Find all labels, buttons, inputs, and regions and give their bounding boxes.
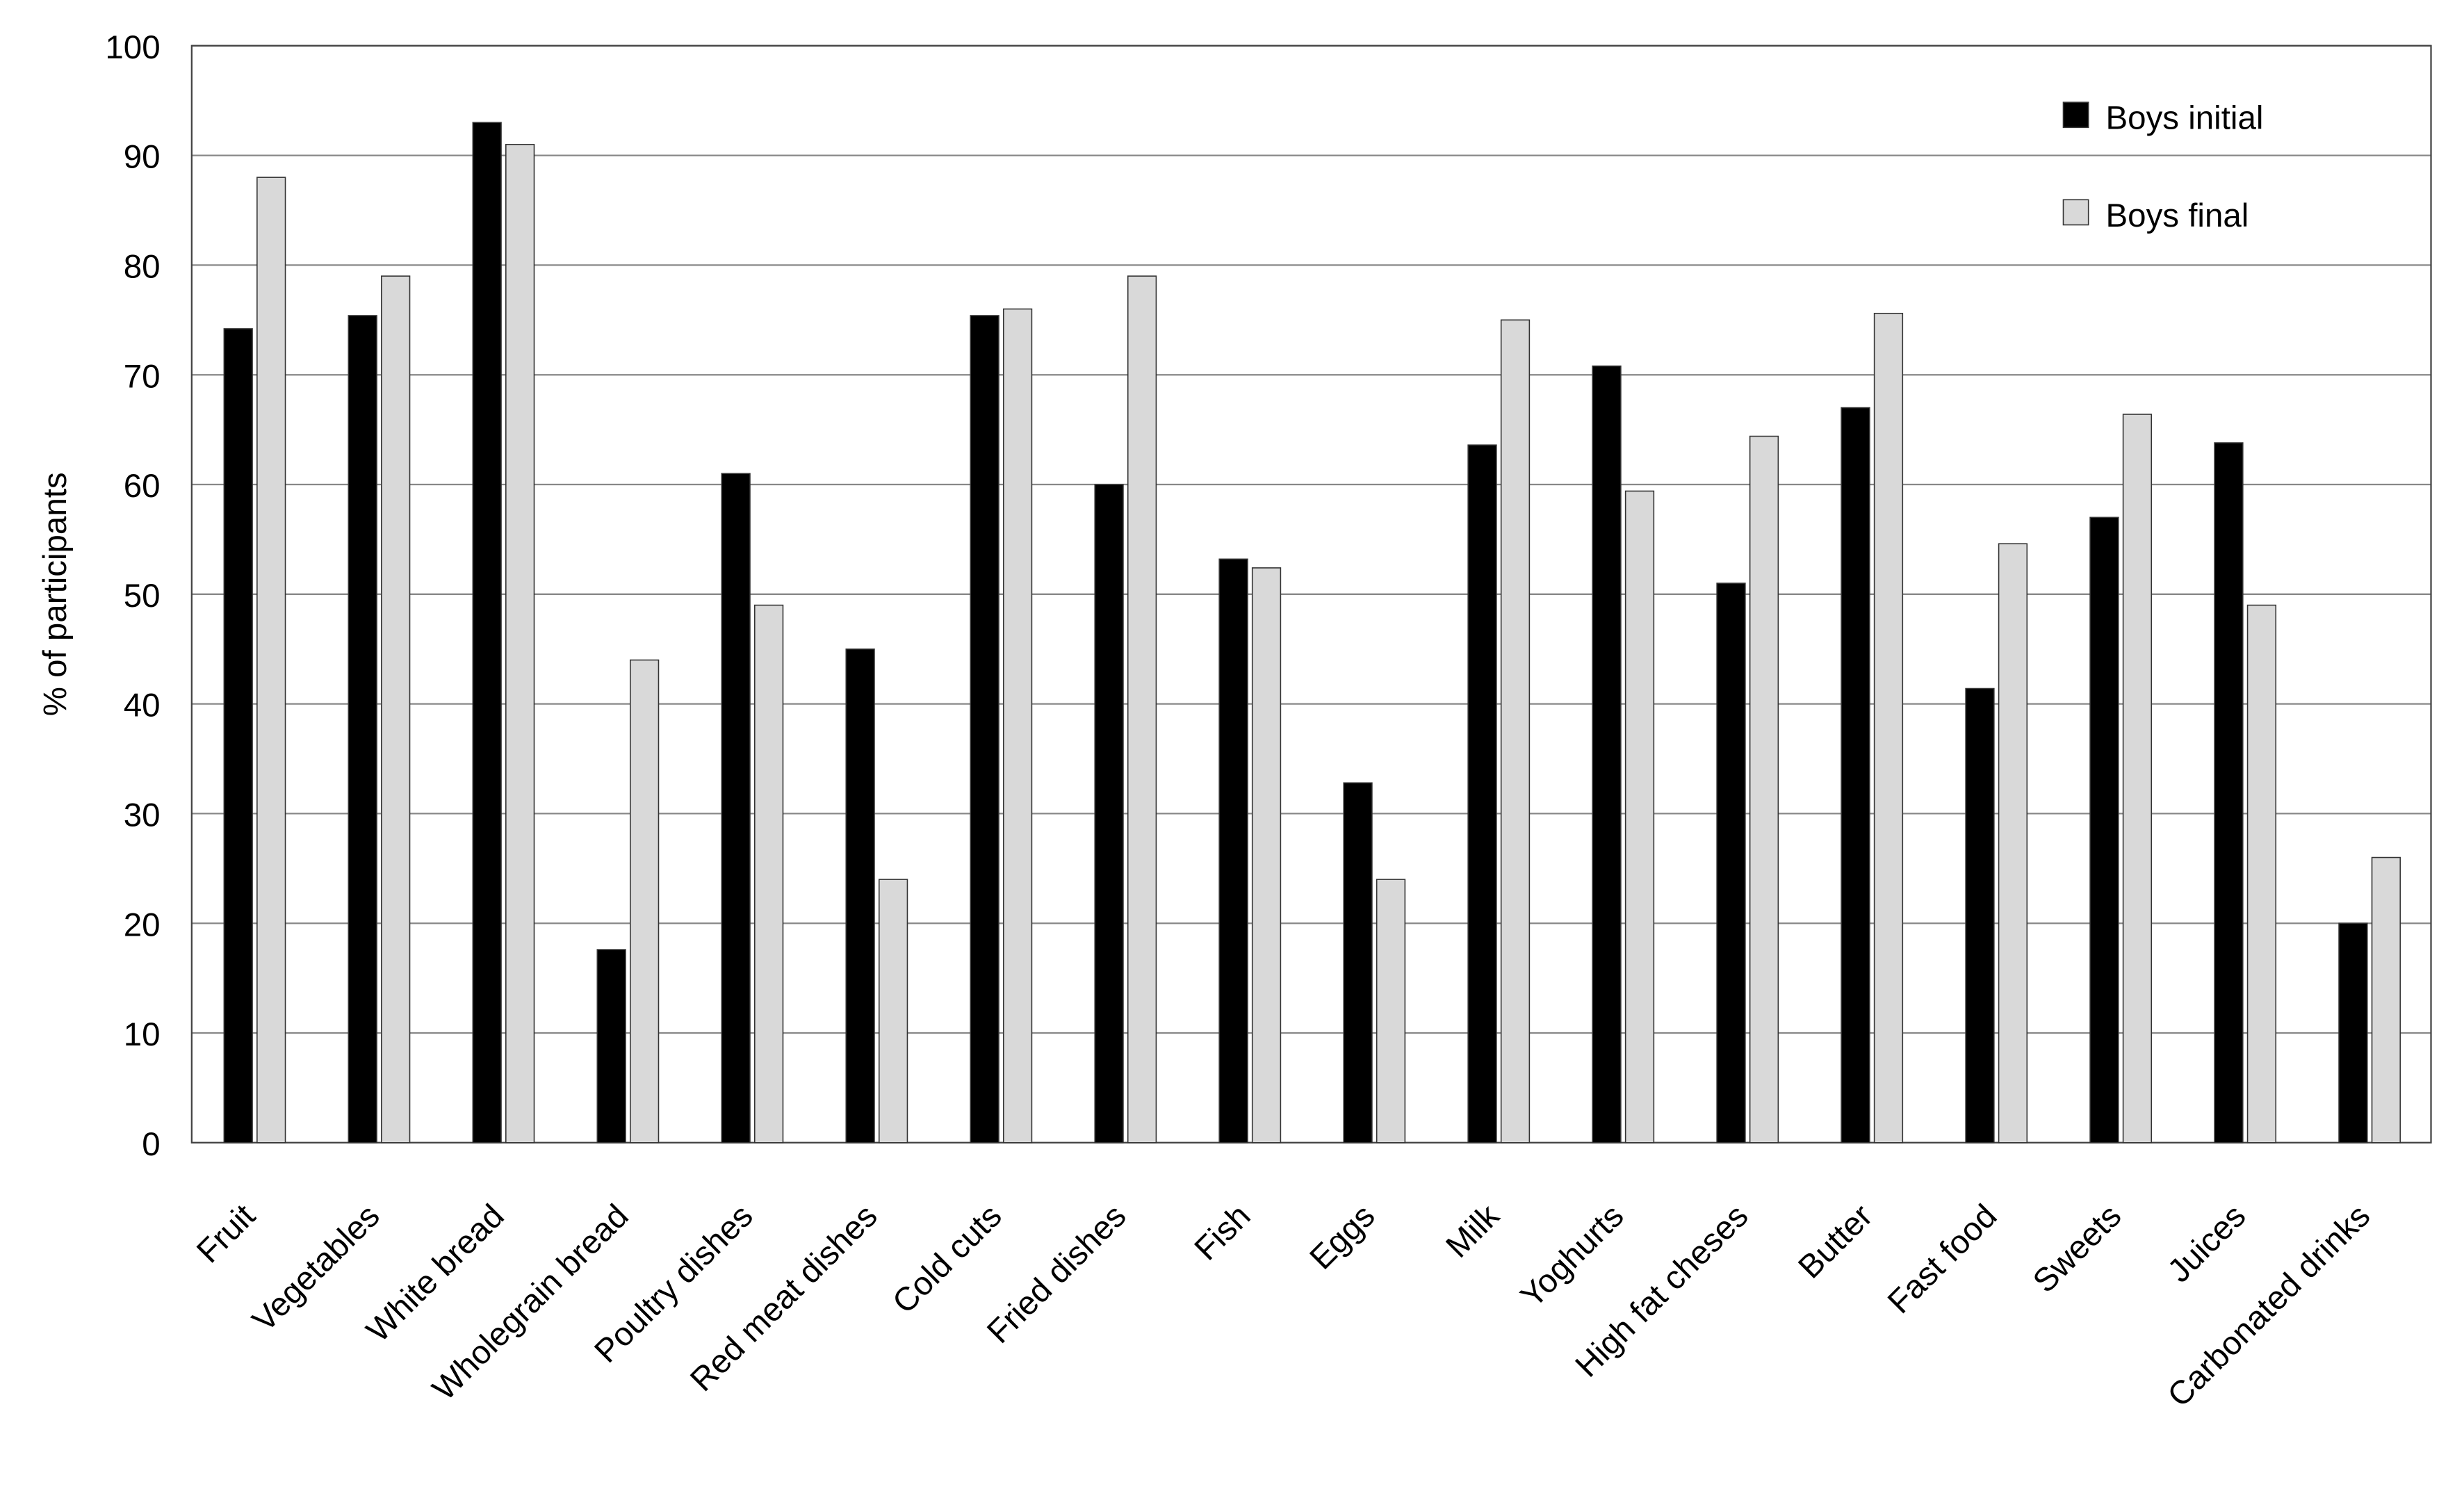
bar [753, 604, 784, 1143]
bar [878, 879, 908, 1143]
bar [1094, 484, 1124, 1143]
bar [2122, 414, 2153, 1143]
bar [1998, 543, 2028, 1143]
bar [256, 177, 286, 1143]
bar [505, 144, 535, 1143]
y-axis-label: % of participants [37, 472, 74, 716]
bar [1624, 490, 1655, 1143]
bar [1127, 275, 1157, 1143]
y-tick-label: 50 [124, 578, 161, 614]
bar [2089, 516, 2119, 1143]
bar [1873, 313, 1904, 1143]
bar [2246, 604, 2277, 1143]
bar [1716, 583, 1746, 1143]
x-tick-label: Eggs [1303, 1198, 1382, 1277]
bar [381, 275, 411, 1143]
bar [1218, 558, 1248, 1143]
y-tick-label: 90 [124, 139, 161, 176]
y-tick-label: 70 [124, 358, 161, 395]
legend-swatch [2062, 101, 2089, 129]
bar [2371, 856, 2401, 1143]
x-tick-label: Sweets [2026, 1198, 2129, 1301]
bar [1376, 879, 1406, 1143]
bar [845, 648, 875, 1143]
legend-swatch [2062, 199, 2089, 226]
bar [1002, 308, 1033, 1143]
x-tick-label: Cold cuts [886, 1198, 1009, 1321]
bar [472, 122, 502, 1143]
x-tick-label: Fast food [1881, 1198, 2004, 1321]
bar [1592, 365, 1622, 1143]
bar [596, 949, 626, 1143]
y-tick-label: 0 [142, 1126, 160, 1163]
bar [348, 315, 377, 1143]
y-tick-label: 20 [124, 906, 161, 943]
x-tick-label: Yoghurts [1514, 1198, 1631, 1315]
x-tick-label: Juices [2161, 1198, 2253, 1290]
legend-label: Boys initial [2106, 100, 2264, 137]
plot-frame [190, 44, 2432, 1143]
bar [223, 328, 253, 1143]
bar [2214, 442, 2244, 1143]
x-tick-label: Fish [1188, 1198, 1258, 1268]
bar [1500, 319, 1531, 1143]
bar [721, 473, 751, 1143]
bar [1749, 435, 1779, 1143]
bar [2338, 922, 2368, 1143]
legend-label: Boys final [2106, 197, 2249, 234]
bar [1965, 687, 1995, 1143]
y-tick-label: 60 [124, 468, 161, 505]
x-tick-label: Butter [1791, 1198, 1879, 1286]
y-tick-label: 40 [124, 687, 161, 724]
y-tick-label: 10 [124, 1016, 161, 1053]
y-tick-label: 30 [124, 797, 161, 834]
bar [1841, 407, 1870, 1143]
bar [1467, 444, 1497, 1143]
y-tick-label: 100 [105, 29, 160, 66]
bar [1343, 782, 1373, 1143]
y-tick-label: 80 [124, 248, 161, 285]
x-tick-label: Milk [1439, 1197, 1506, 1264]
bar [1251, 567, 1282, 1143]
x-tick-label: Fruit [190, 1198, 263, 1271]
bar [629, 659, 660, 1143]
bar [970, 315, 1000, 1143]
